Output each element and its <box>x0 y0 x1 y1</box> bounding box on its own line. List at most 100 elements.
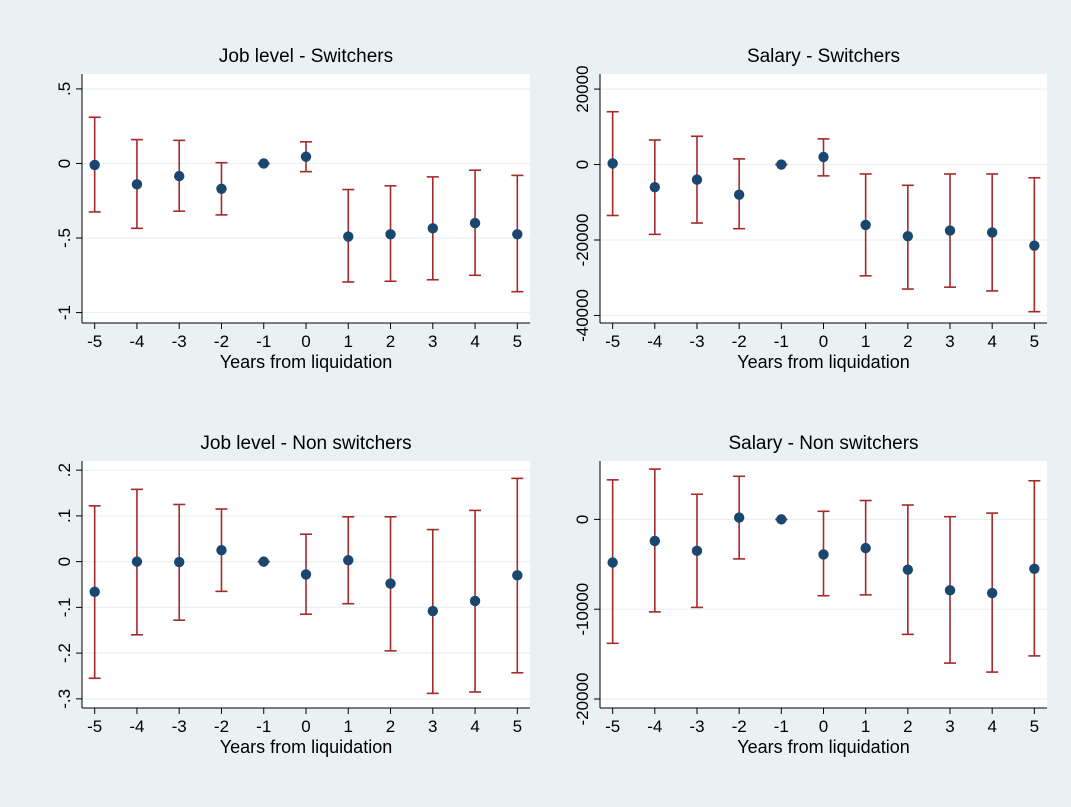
x-tick-label: 2 <box>386 332 395 351</box>
estimate-point <box>174 170 185 182</box>
estimate-point <box>512 229 523 240</box>
plot-area <box>600 74 1047 323</box>
x-tick-label: 0 <box>819 717 828 736</box>
panel-title: Job level - Non switchers <box>200 433 411 454</box>
x-tick-label: 3 <box>945 717 954 736</box>
estimate-point <box>343 231 354 242</box>
estimate-point <box>691 545 703 557</box>
panels: .5 0 -.5 -1 -5 -4 -3 -2 -1 0 1 2 3 4 5 Job level - Swit… <box>55 46 1047 757</box>
x-tick-label: 1 <box>344 332 353 351</box>
x-tick-label: -3 <box>689 717 704 736</box>
y-tick-label: .1 <box>55 509 74 523</box>
estimate-point <box>776 514 787 525</box>
estimate-point <box>385 229 396 240</box>
y-tick-label: -20000 <box>573 214 592 267</box>
estimate-point <box>607 557 618 568</box>
y-tick-label: -.3 <box>55 689 74 709</box>
x-tick-label: 1 <box>861 332 870 351</box>
x-tick-label: 3 <box>945 332 954 351</box>
estimate-point <box>818 549 829 560</box>
plot-area <box>82 74 530 323</box>
y-tick-label: 0 <box>573 515 592 524</box>
estimate-point <box>469 595 481 607</box>
y-tick-label: 0 <box>573 160 592 169</box>
estimate-point <box>902 564 914 575</box>
x-tick-label: -2 <box>732 332 747 351</box>
x-tick-label: 0 <box>819 332 828 351</box>
estimate-point <box>944 585 956 596</box>
x-tick-label: -1 <box>256 717 271 736</box>
estimate-point <box>427 605 438 617</box>
y-tick-label: 0 <box>55 159 74 168</box>
x-tick-label: 1 <box>861 717 870 736</box>
estimate-point <box>131 179 143 190</box>
estimate-point <box>986 227 998 238</box>
x-tick-label: 5 <box>1030 332 1039 351</box>
x-tick-label: -3 <box>172 332 187 351</box>
panel-title: Salary - Switchers <box>747 46 900 67</box>
estimate-point <box>607 158 618 169</box>
panel-1: .5 0 -.5 -1 -5 -4 -3 -2 -1 0 1 2 3 4 5 Job level - Swit… <box>55 46 530 372</box>
estimate-point <box>902 231 914 242</box>
x-tick-label: 5 <box>513 332 522 351</box>
panel-title: Job level - Switchers <box>219 46 393 67</box>
estimate-point <box>385 578 396 589</box>
x-tick-label: -1 <box>774 717 789 736</box>
estimate-point <box>174 556 185 568</box>
y-tick-label: .2 <box>55 463 74 477</box>
estimate-point <box>427 223 438 234</box>
estimate-point <box>649 181 661 193</box>
estimate-point <box>512 570 523 581</box>
estimate-point <box>944 225 956 236</box>
y-tick-label: 0 <box>55 557 74 566</box>
x-tick-label: 4 <box>470 717 479 736</box>
estimate-point <box>300 151 312 162</box>
y-tick-label: .5 <box>55 82 74 96</box>
x-tick-label: -4 <box>129 332 144 351</box>
estimate-point <box>469 217 481 229</box>
estimate-point <box>733 189 745 200</box>
x-tick-label: -5 <box>605 717 620 736</box>
panel-4: 0 -10000 -20000 -5 -4 -3 -2 -1 0 1 2 3 4 5 Salary - No… <box>573 433 1047 757</box>
x-tick-label: -2 <box>214 332 229 351</box>
y-tick-label: -10000 <box>573 583 592 636</box>
x-axis-label: Years from liquidation <box>737 352 909 372</box>
x-tick-label: -4 <box>647 332 662 351</box>
x-tick-label: -1 <box>256 332 271 351</box>
x-axis-label: Years from liquidation <box>220 737 392 757</box>
estimate-point <box>131 556 143 567</box>
y-tick-label: -20000 <box>573 673 592 726</box>
estimate-point <box>216 544 227 556</box>
y-tick-label: -1 <box>55 305 74 320</box>
x-tick-label: 4 <box>987 717 996 736</box>
x-tick-label: 1 <box>344 717 353 736</box>
x-tick-label: -5 <box>605 332 620 351</box>
x-tick-label: -2 <box>214 717 229 736</box>
estimate-point <box>818 151 829 163</box>
y-tick-label: -.5 <box>55 228 74 248</box>
estimate-point <box>860 542 871 554</box>
x-tick-label: 3 <box>428 332 437 351</box>
x-tick-label: 0 <box>301 332 310 351</box>
y-tick-label: -.1 <box>55 597 74 617</box>
panel-3: .2 .1 0 -.1 -.2 -.3 -5 -4 -3 -2 -1 0 1 2 3 4 5 Job level … <box>55 433 530 757</box>
y-tick-label: -.2 <box>55 643 74 663</box>
x-tick-label: 2 <box>386 717 395 736</box>
estimate-point <box>776 159 787 170</box>
x-tick-label: 2 <box>903 332 912 351</box>
x-tick-label: -1 <box>774 332 789 351</box>
x-axis-label: Years from liquidation <box>737 737 909 757</box>
estimate-point <box>733 512 745 523</box>
estimate-point <box>258 158 269 169</box>
x-tick-label: -3 <box>172 717 187 736</box>
estimate-point <box>258 556 269 567</box>
x-tick-label: 5 <box>513 717 522 736</box>
estimate-point <box>649 535 661 547</box>
x-axis-label: Years from liquidation <box>220 352 392 372</box>
y-tick-label: 20000 <box>573 65 592 112</box>
x-tick-label: -3 <box>689 332 704 351</box>
x-tick-label: -4 <box>647 717 662 736</box>
estimate-point <box>216 183 227 195</box>
estimate-point <box>89 586 100 598</box>
